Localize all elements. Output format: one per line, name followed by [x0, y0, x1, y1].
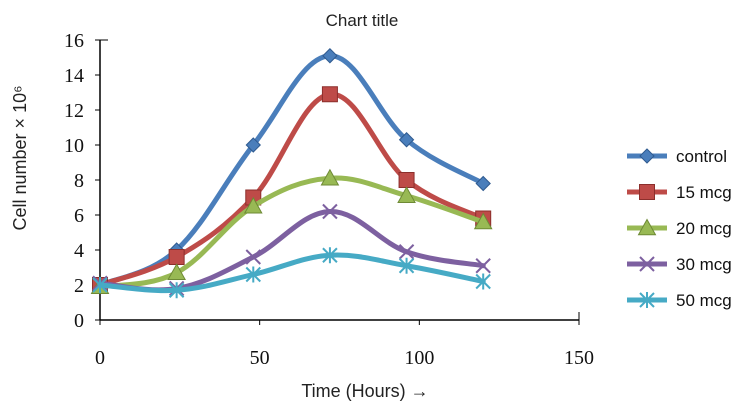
data-point — [243, 196, 263, 214]
series-line — [97, 252, 486, 294]
legend-item: control — [627, 147, 727, 166]
y-tick-label: 6 — [74, 205, 84, 227]
legend-label: 20 mcg — [676, 219, 732, 238]
data-point — [322, 247, 338, 264]
y-ticks: 0 2 4 6 8 10 12 14 16 — [64, 30, 100, 332]
data-point — [475, 273, 491, 290]
data-point — [398, 244, 415, 260]
chart-title: Chart title — [326, 11, 399, 30]
data-point — [475, 175, 491, 192]
y-tick-label: 8 — [74, 170, 84, 192]
y-tick-label: 14 — [64, 65, 84, 87]
data-point — [322, 203, 338, 220]
y-tick-label: 2 — [74, 275, 84, 297]
legend-item: 15 mcg — [627, 183, 732, 202]
data-point — [92, 277, 108, 293]
y-axis-label: Cell number × 10⁶ — [10, 86, 30, 231]
data-point — [398, 172, 415, 188]
y-tick-label: 16 — [64, 30, 84, 52]
legend-swatch-marker — [637, 218, 657, 236]
data-point — [473, 212, 493, 230]
data-point — [168, 249, 185, 265]
data-point — [167, 263, 186, 281]
x-tick-label: 0 — [95, 347, 105, 369]
legend-item: 20 mcg — [627, 218, 732, 238]
legend: control 15 mcg 20 mcg 30 mcg 50 mcg — [627, 147, 732, 310]
legend-item: 30 mcg — [627, 255, 732, 274]
legend-label: control — [676, 147, 727, 166]
legend-swatch-marker — [639, 292, 655, 308]
y-tick-label: 4 — [74, 240, 84, 262]
y-tick-label: 10 — [64, 135, 84, 157]
data-point — [475, 258, 491, 274]
data-point — [245, 137, 261, 153]
x-ticks: 0 50 100 150 — [95, 320, 594, 369]
data-point — [245, 249, 261, 265]
data-point — [320, 168, 340, 186]
y-tick-label: 0 — [74, 310, 84, 332]
x-tick-label: 50 — [250, 347, 270, 369]
series-50-mcg — [92, 247, 491, 299]
data-point — [397, 186, 416, 204]
x-tick-label: 100 — [404, 347, 434, 369]
legend-swatch-marker — [639, 184, 655, 200]
x-tick-label: 150 — [564, 347, 594, 369]
series-group — [90, 48, 493, 299]
legend-item: 50 mcg — [627, 291, 732, 310]
x-axis-label: Time (Hours) → — [301, 381, 428, 401]
legend-label: 50 mcg — [676, 291, 732, 310]
y-tick-label: 12 — [64, 100, 84, 122]
data-point — [322, 48, 338, 64]
data-point — [398, 257, 415, 274]
series-line — [97, 53, 486, 288]
data-point — [168, 282, 185, 299]
legend-label: 30 mcg — [676, 255, 732, 274]
legend-swatch-marker — [639, 256, 655, 272]
legend-label: 15 mcg — [676, 183, 732, 202]
data-point — [398, 132, 415, 148]
data-point — [321, 86, 338, 103]
data-point — [245, 266, 261, 283]
legend-swatch-marker — [639, 148, 655, 164]
